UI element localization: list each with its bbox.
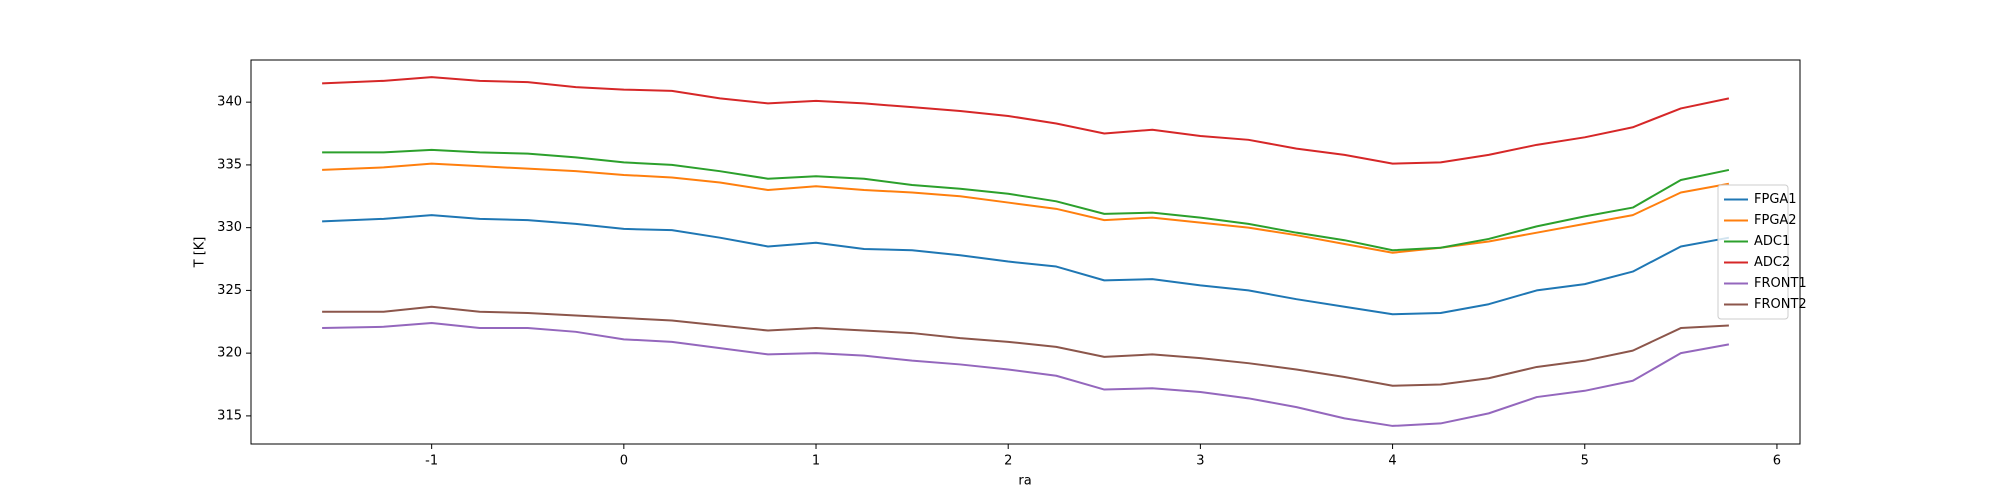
y-tick-label: 325 [217,283,242,298]
legend-label: FRONT2 [1754,297,1807,312]
x-tick-label: 5 [1581,454,1589,469]
x-tick-label: 4 [1388,454,1396,469]
legend-label: FRONT1 [1754,276,1807,291]
series-line [322,322,1730,427]
x-tick-label: 6 [1773,454,1781,469]
legend-box [1717,184,1789,320]
x-tick-label: -1 [425,454,438,469]
series-line [322,76,1730,165]
series-line [322,305,1729,387]
legend-label: ADC2 [1754,255,1790,270]
x-tick-label: 1 [812,454,820,469]
y-tick-label: 335 [217,157,242,172]
legend-label: FPGA1 [1754,192,1797,207]
legend: FPGA1 FPGA2 ADC1 ADC2 FRONT1 FRONT2 [1717,184,1807,320]
x-tick-label: 0 [620,454,628,469]
series-line [322,148,1730,252]
series-line [322,214,1730,316]
y-tick-label: 330 [217,220,242,235]
x-axis-label: ra [1018,474,1031,489]
legend-label: FPGA2 [1754,213,1797,228]
plot-frame [250,59,1801,445]
x-tick-label: 3 [1196,454,1204,469]
y-axis-label: T [K] [193,237,208,269]
series-line [322,162,1730,254]
x-tick-label: 2 [1004,454,1012,469]
legend-label: ADC1 [1754,234,1790,249]
y-tick-label: 320 [217,346,242,361]
y-tick-label: 340 [217,95,242,110]
y-tick-label: 315 [217,408,242,423]
